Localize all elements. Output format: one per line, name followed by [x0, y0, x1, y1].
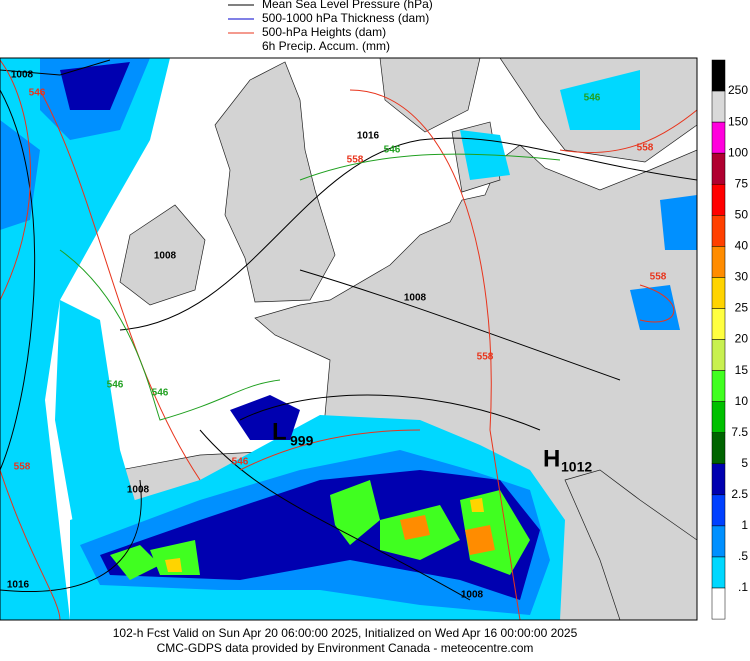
colorbar-label: 100: [728, 145, 748, 159]
colorbar-swatch: [711, 494, 726, 527]
colorbar-label: 1: [741, 518, 748, 532]
legend-label: Mean Sea Level Pressure (hPa): [262, 0, 433, 11]
colorbar-swatch: [711, 432, 726, 465]
colorbar-label: 150: [728, 114, 748, 128]
colorbar-label: 10: [735, 394, 749, 408]
contour-label: 558: [650, 272, 667, 283]
colorbar-swatch: [711, 277, 726, 309]
contour-label: 546: [107, 380, 124, 391]
colorbar-swatch: [711, 121, 726, 154]
contour-label: 1008: [11, 70, 34, 81]
colorbar-label: 7.5: [731, 425, 748, 439]
colorbar-swatch: [711, 308, 726, 340]
colorbar-swatch: [711, 339, 726, 371]
colorbar-label: 2.5: [731, 487, 748, 501]
colorbar-swatch: [711, 556, 726, 589]
contour-label: 546: [152, 388, 169, 399]
contour-label: 1008: [154, 251, 177, 262]
footer-line: CMC-GDPS data provided by Environment Ca…: [157, 641, 534, 655]
legend-label: 6h Precip. Accum. (mm): [262, 39, 390, 53]
colorbar-swatch: [711, 183, 726, 216]
contour-label: 1008: [127, 485, 150, 496]
colorbar-swatch: [711, 463, 726, 496]
colorbar-swatch: [711, 525, 726, 558]
contour-label: 546: [584, 93, 601, 104]
colorbar-swatch: [711, 246, 726, 278]
colorbar-swatch: [711, 401, 726, 433]
high-letter: H: [543, 445, 560, 472]
legend-label: 500-1000 hPa Thickness (dam): [262, 11, 429, 25]
contour-label: 546: [29, 88, 46, 99]
colorbar-label: 5: [741, 456, 748, 470]
contour-label: 558: [477, 352, 494, 363]
colorbar-label: 30: [735, 270, 749, 284]
contour-label: 1016: [7, 580, 30, 591]
contour-label: 558: [14, 462, 31, 473]
low-value: 999: [290, 433, 314, 449]
colorbar-label: 75: [735, 176, 749, 190]
contour-label: 546: [232, 457, 249, 468]
colorbar-swatch: [711, 215, 726, 247]
map: [0, 57, 698, 621]
colorbar-label: 25: [735, 301, 749, 315]
colorbar-label: .5: [738, 549, 748, 563]
colorbar-swatch: [711, 587, 726, 620]
colorbar-label: 15: [735, 363, 749, 377]
colorbar-label: 250: [728, 83, 748, 97]
colorbar-label: 50: [735, 207, 749, 221]
colorbar-swatch: [711, 370, 726, 402]
contours: [0, 59, 698, 621]
contour-label: 1008: [404, 293, 427, 304]
footer-line: 102-h Fcst Valid on Sun Apr 20 06:00:00 …: [113, 626, 578, 640]
colorbar-swatch: [711, 152, 726, 185]
high-value: 1012: [561, 459, 592, 475]
contour-label: 1008: [461, 590, 484, 601]
colorbar-label: .1: [738, 580, 748, 594]
legend-label: 500-hPa Heights (dam): [262, 25, 386, 39]
contour-label: 1016: [357, 131, 380, 142]
contour-label: 558: [637, 143, 654, 154]
low-letter: L: [272, 418, 287, 445]
contour-label: 546: [384, 145, 401, 156]
colorbar-swatch: [711, 90, 726, 123]
colorbar-label: 20: [735, 332, 749, 346]
contour-label: 558: [347, 155, 364, 166]
colorbar-swatch: [711, 59, 726, 92]
map-frame: [0, 57, 698, 621]
colorbar-label: 40: [735, 239, 749, 253]
